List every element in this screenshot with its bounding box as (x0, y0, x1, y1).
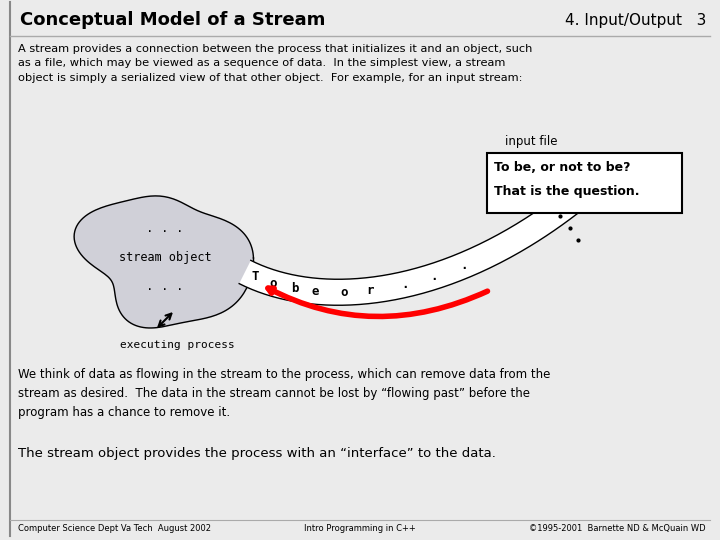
FancyBboxPatch shape (487, 153, 682, 213)
Text: e: e (312, 285, 320, 298)
Text: stream object: stream object (119, 252, 211, 265)
Text: 4. Input/Output   3: 4. Input/Output 3 (564, 12, 706, 28)
Text: To be, or not to be?: To be, or not to be? (494, 161, 631, 174)
Text: o: o (269, 276, 277, 289)
Text: r: r (366, 284, 374, 297)
Text: .: . (460, 259, 468, 272)
Text: input file: input file (505, 135, 557, 148)
Text: ©1995-2001  Barnette ND & McQuain WD: ©1995-2001 Barnette ND & McQuain WD (529, 524, 706, 533)
Text: .: . (401, 278, 409, 291)
Text: o: o (340, 286, 348, 299)
Text: A stream provides a connection between the process that initializes it and an ob: A stream provides a connection between t… (18, 44, 532, 83)
Text: . . .: . . . (146, 280, 184, 293)
Text: b: b (292, 282, 299, 295)
Text: Computer Science Dept Va Tech  August 2002: Computer Science Dept Va Tech August 200… (18, 524, 211, 533)
Text: We think of data as flowing in the stream to the process, which can remove data : We think of data as flowing in the strea… (18, 368, 550, 419)
Text: . . .: . . . (146, 221, 184, 234)
Text: Intro Programming in C++: Intro Programming in C++ (304, 524, 416, 533)
Polygon shape (74, 196, 253, 328)
Polygon shape (239, 185, 588, 305)
Text: executing process: executing process (120, 340, 235, 350)
Text: T: T (252, 271, 259, 284)
Text: The stream object provides the process with an “interface” to the data.: The stream object provides the process w… (18, 447, 496, 460)
Text: Conceptual Model of a Stream: Conceptual Model of a Stream (20, 11, 325, 29)
Text: .: . (431, 270, 438, 283)
Text: That is the question.: That is the question. (494, 185, 639, 198)
